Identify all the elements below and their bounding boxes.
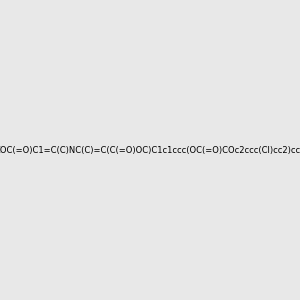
Text: COC(=O)C1=C(C)NC(C)=C(C(=O)OC)C1c1ccc(OC(=O)COc2ccc(Cl)cc2)cc1: COC(=O)C1=C(C)NC(C)=C(C(=O)OC)C1c1ccc(OC… bbox=[0, 146, 300, 154]
